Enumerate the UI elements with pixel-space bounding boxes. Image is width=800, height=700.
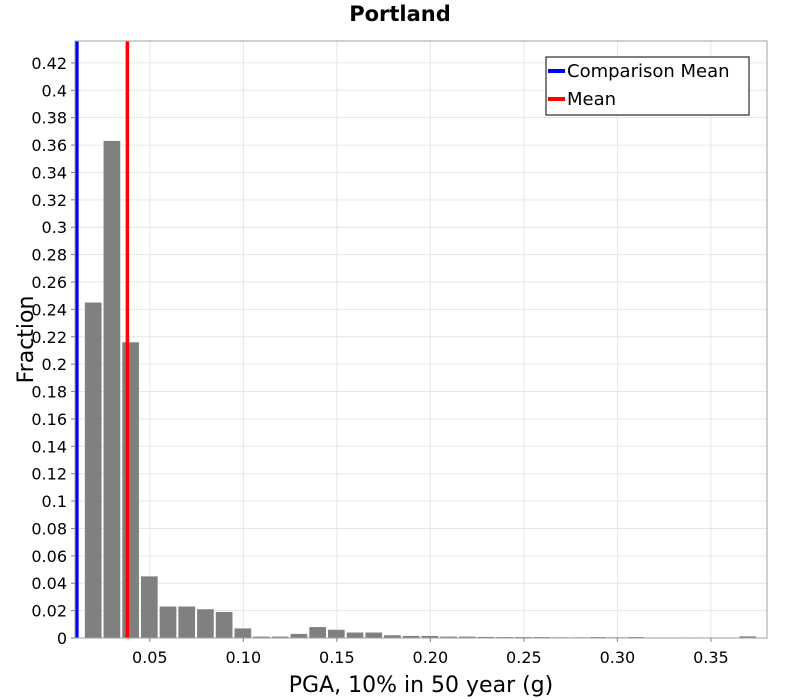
x-tick-label: 0.10: [226, 648, 262, 667]
histogram-bar-15: [365, 632, 383, 638]
y-tick-label: 0.02: [31, 602, 67, 621]
y-tick-label: 0.14: [31, 437, 67, 456]
histogram-bar-18: [421, 635, 439, 638]
x-axis-label: PGA, 10% in 50 year (g): [289, 673, 553, 698]
grid: [75, 41, 767, 639]
histogram-bar-11: [290, 633, 308, 638]
y-tick-label: 0.26: [31, 273, 67, 292]
histogram-bar-35: [739, 636, 757, 638]
x-tick-label: 0.15: [319, 648, 355, 667]
y-tick-label: 0: [57, 629, 67, 648]
y-tick-label: 0.16: [31, 410, 67, 429]
chart-title: Portland: [349, 2, 451, 26]
histogram-bar-0: [84, 302, 102, 638]
mean-lines: [75, 41, 130, 638]
y-tick-label: 0.2: [42, 355, 67, 374]
legend: Comparison Mean Mean: [545, 56, 750, 116]
histogram-bar-7: [215, 611, 233, 638]
histogram-bar-3: [140, 576, 158, 638]
y-tick-label: 0.32: [31, 191, 67, 210]
y-tick-label: 0.4: [42, 81, 67, 100]
y-tick-label: 0.42: [31, 54, 67, 73]
histogram-bar-12: [309, 627, 326, 638]
y-tick-label: 0.38: [31, 109, 67, 128]
histogram-bar-9: [253, 636, 270, 638]
y-tick-label: 0.3: [42, 218, 67, 237]
histogram-bar-5: [178, 606, 196, 638]
histogram-bar-14: [346, 632, 364, 638]
histogram-bar-2: [122, 342, 139, 638]
y-tick-label: 0.08: [31, 519, 67, 538]
legend-entry-label: Comparison Mean: [567, 61, 730, 82]
histogram-bar-16: [384, 635, 401, 638]
y-tick-label: 0.34: [31, 163, 67, 182]
x-axis-ticks: 0.05 0.10 0.15 0.20 0.25 0.30 0.35: [132, 638, 729, 667]
histogram-bar-17: [402, 635, 420, 638]
histogram-bar-8: [234, 628, 252, 638]
x-tick-label: 0.05: [132, 648, 168, 667]
y-tick-label: 0.36: [31, 136, 67, 155]
y-tick-label: 0.12: [31, 465, 67, 484]
y-tick-label: 0.28: [31, 246, 67, 265]
x-tick-label: 0.35: [693, 648, 729, 667]
histogram-bar-13: [327, 629, 345, 638]
y-tick-label: 0.22: [31, 328, 67, 347]
x-tick-label: 0.30: [600, 648, 636, 667]
legend-entry-label: Mean: [567, 89, 616, 110]
y-axis-ticks: 0 0.02 0.04 0.06 0.08 0.1 0.12 0.14 0.16 0.18 0.2 0…: [31, 54, 75, 648]
histogram-bar-19: [440, 636, 457, 638]
histogram-bars: [84, 140, 757, 638]
y-tick-label: 0.18: [31, 383, 67, 402]
histogram-bar-6: [197, 609, 214, 638]
plot-area-frame: [74, 40, 768, 639]
histogram-bar-20: [458, 636, 476, 638]
histogram-bar-10: [271, 636, 289, 638]
y-tick-label: 0.24: [31, 300, 67, 319]
x-tick-label: 0.25: [506, 648, 542, 667]
y-tick-label: 0.06: [31, 547, 67, 566]
legend-box: [545, 56, 750, 116]
y-tick-label: 0.1: [42, 492, 67, 511]
histogram-bar-4: [159, 606, 177, 638]
y-axis-label: Fraction: [14, 296, 39, 384]
histogram-bar-1: [103, 140, 121, 638]
histogram-bar-21: [477, 636, 495, 638]
y-tick-label: 0.04: [31, 574, 67, 593]
x-tick-label: 0.20: [413, 648, 449, 667]
